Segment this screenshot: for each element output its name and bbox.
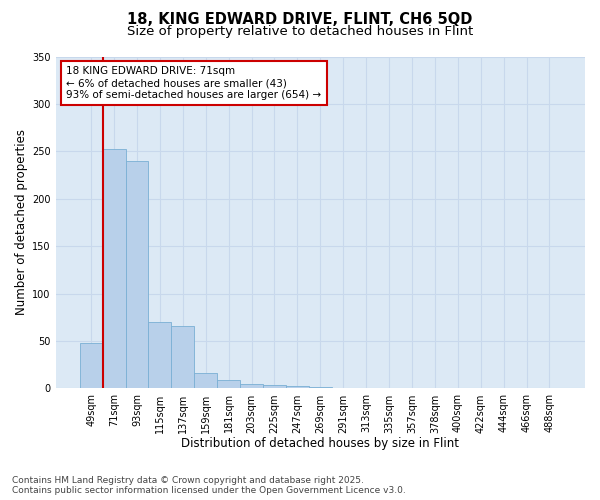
Bar bbox=[148, 322, 172, 388]
Y-axis label: Number of detached properties: Number of detached properties bbox=[15, 130, 28, 316]
Bar bbox=[217, 380, 240, 388]
Text: Contains HM Land Registry data © Crown copyright and database right 2025.
Contai: Contains HM Land Registry data © Crown c… bbox=[12, 476, 406, 495]
Bar bbox=[103, 150, 125, 388]
Text: 18 KING EDWARD DRIVE: 71sqm
← 6% of detached houses are smaller (43)
93% of semi: 18 KING EDWARD DRIVE: 71sqm ← 6% of deta… bbox=[66, 66, 322, 100]
Bar bbox=[309, 386, 332, 388]
Text: 18, KING EDWARD DRIVE, FLINT, CH6 5QD: 18, KING EDWARD DRIVE, FLINT, CH6 5QD bbox=[127, 12, 473, 28]
X-axis label: Distribution of detached houses by size in Flint: Distribution of detached houses by size … bbox=[181, 437, 460, 450]
Bar bbox=[240, 384, 263, 388]
Bar bbox=[286, 386, 309, 388]
Bar bbox=[125, 161, 148, 388]
Bar bbox=[194, 374, 217, 388]
Bar bbox=[80, 343, 103, 388]
Bar bbox=[172, 326, 194, 388]
Text: Size of property relative to detached houses in Flint: Size of property relative to detached ho… bbox=[127, 25, 473, 38]
Bar bbox=[263, 384, 286, 388]
